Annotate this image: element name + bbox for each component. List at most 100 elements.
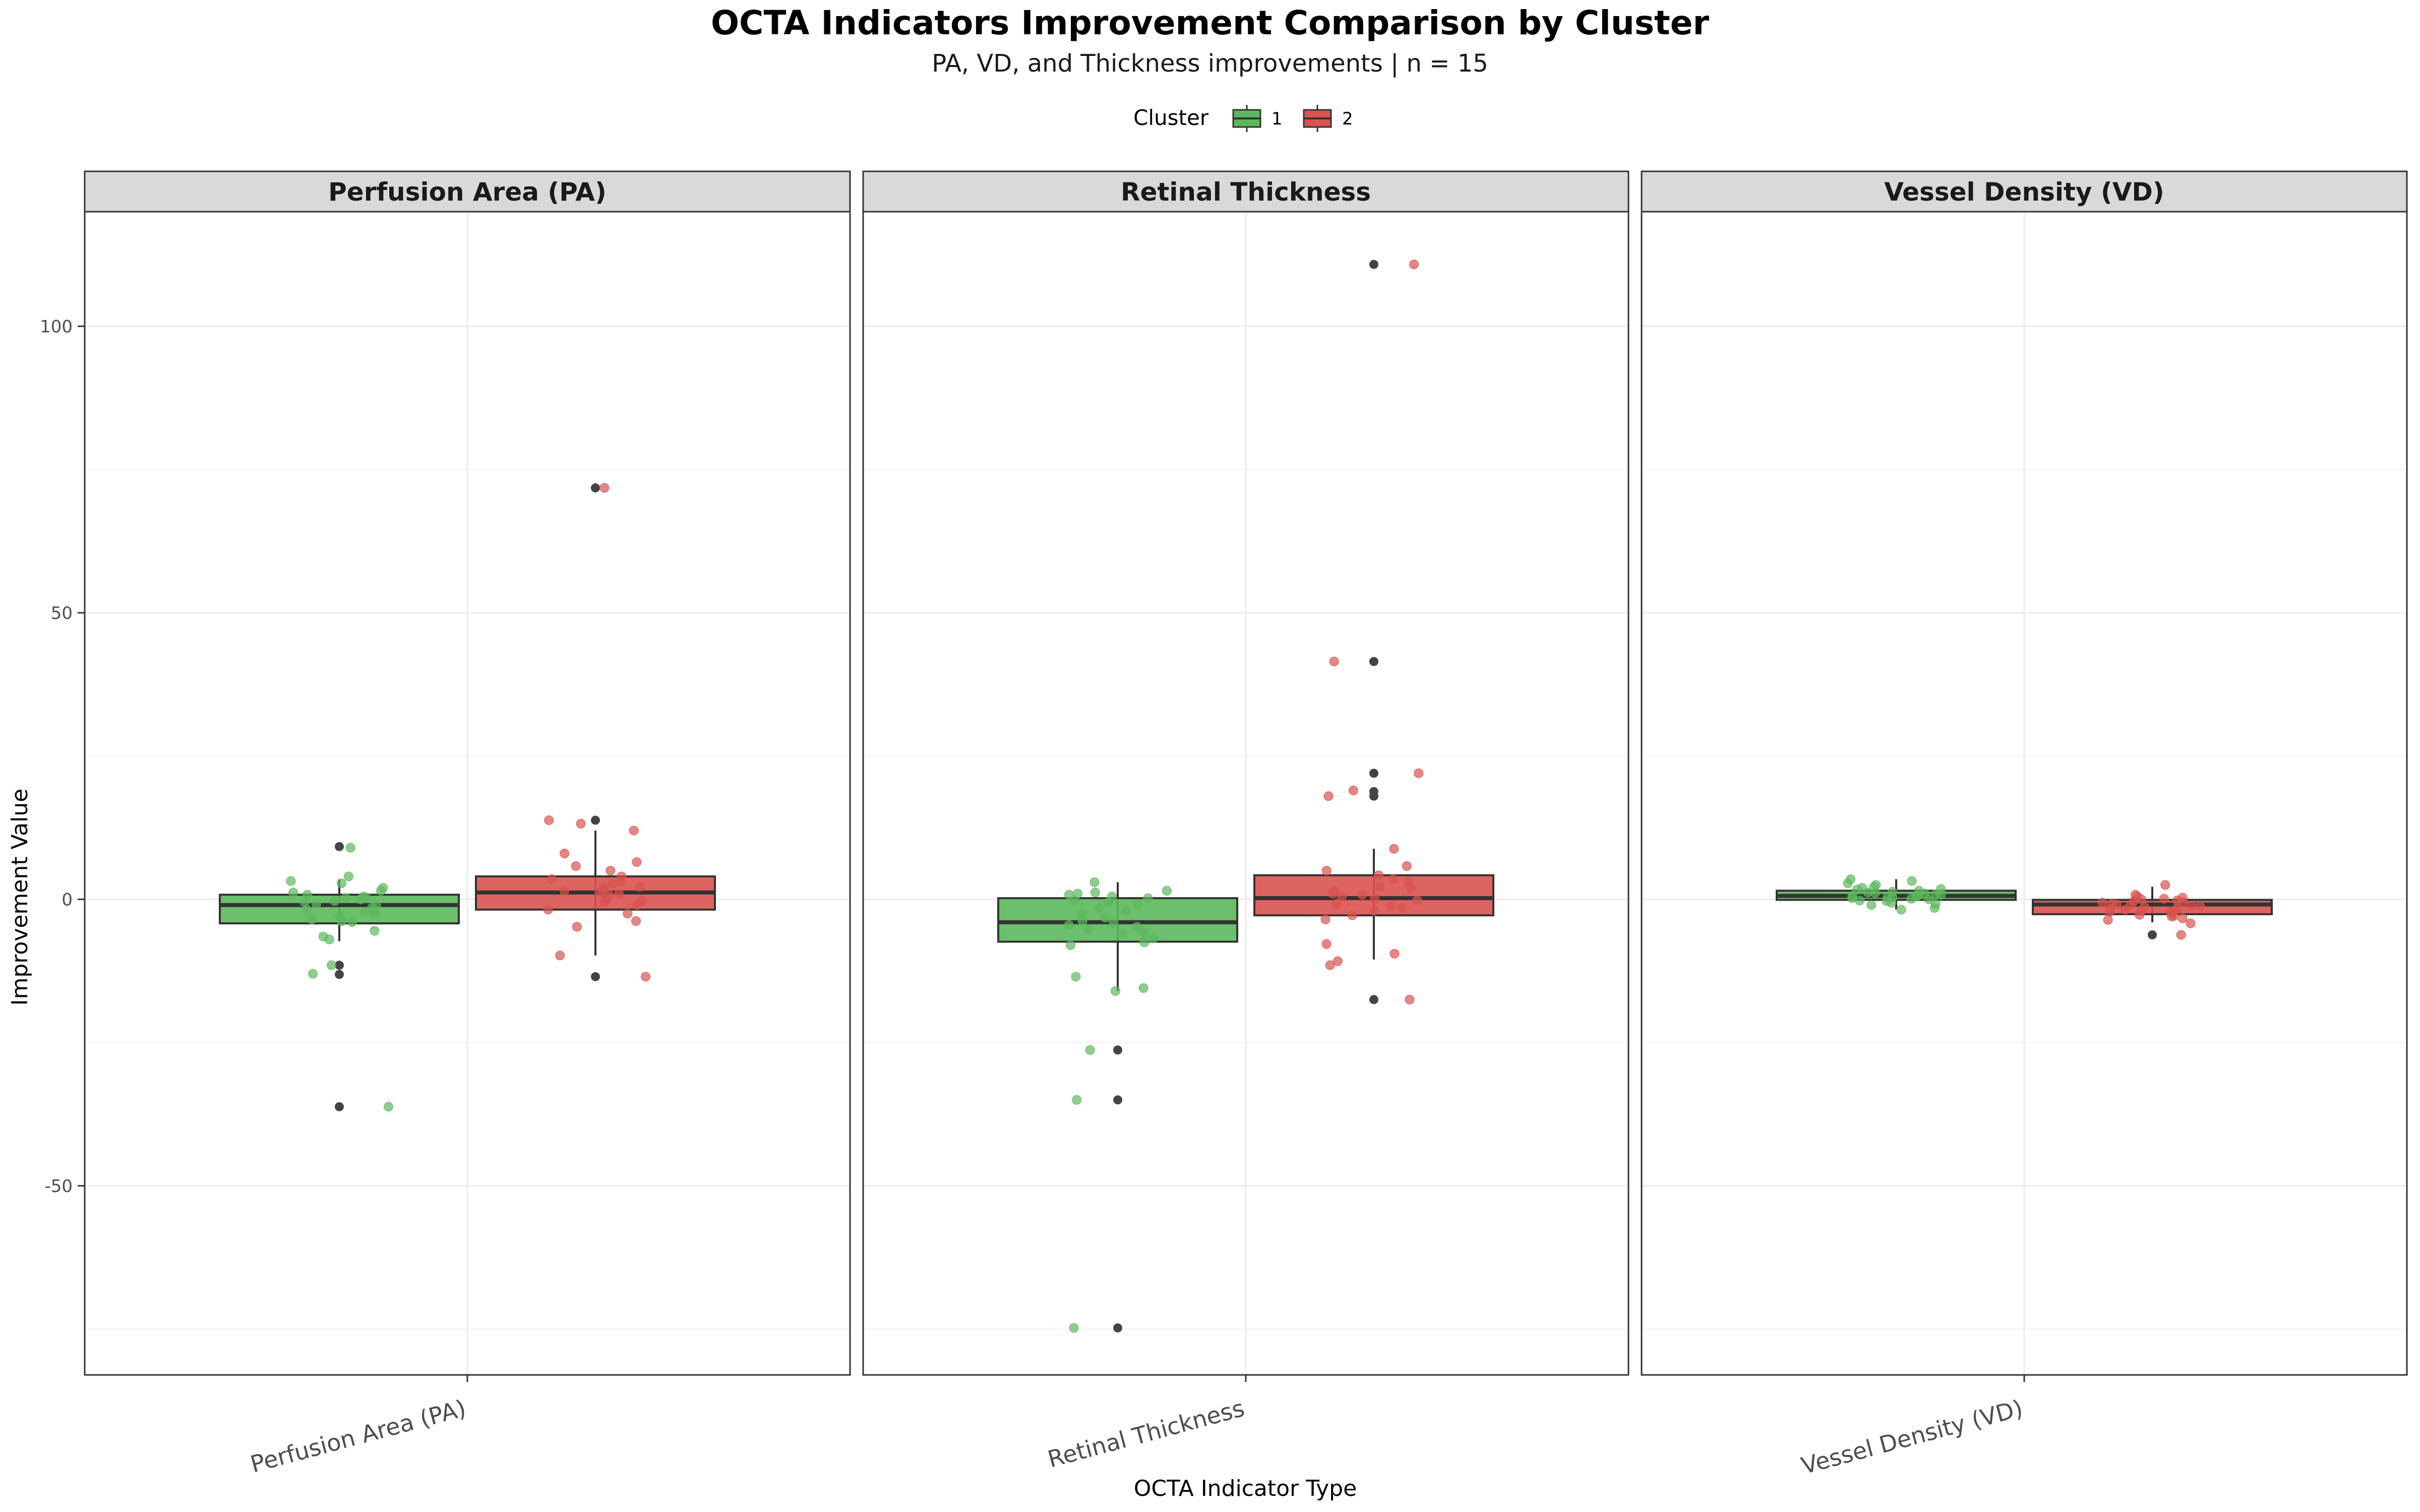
jitter-point xyxy=(1369,906,1379,916)
jitter-point xyxy=(606,865,616,875)
box-outlier xyxy=(335,842,344,851)
box-outlier xyxy=(591,972,600,981)
jitter-point xyxy=(288,888,298,898)
jitter-point xyxy=(1323,791,1334,801)
jitter-point xyxy=(1388,874,1398,885)
jitter-point xyxy=(599,483,610,493)
box-outlier xyxy=(1369,657,1378,666)
jitter-point xyxy=(1148,933,1158,943)
jitter-point xyxy=(1931,889,1941,899)
jitter-point xyxy=(1143,893,1153,903)
jitter-point xyxy=(1071,972,1081,982)
box-outlier xyxy=(591,815,600,825)
jitter-point xyxy=(543,905,553,915)
jitter-point xyxy=(1320,914,1330,924)
jitter-point xyxy=(308,969,318,979)
jitter-point xyxy=(599,897,610,907)
facet-strip xyxy=(862,170,1629,213)
jitter-point xyxy=(2097,898,2107,908)
y-tick-label: 0 xyxy=(62,890,73,910)
jitter-point xyxy=(2107,899,2117,909)
jitter-point xyxy=(1348,785,1358,795)
jitter-point xyxy=(1069,896,1079,906)
jitter-point xyxy=(1389,949,1400,959)
boxplot-cluster-2 xyxy=(1253,260,1494,1004)
jitter-point xyxy=(1896,905,1906,915)
jitter-point xyxy=(1888,893,1898,903)
jitter-point xyxy=(2126,900,2136,910)
x-tick-label: Retinal Thickness xyxy=(1045,1394,1247,1473)
jitter-point xyxy=(286,876,296,886)
jitter-point xyxy=(1930,899,1941,909)
boxplot-cluster-1 xyxy=(1776,874,2017,915)
jitter-point xyxy=(2132,892,2142,902)
jitter-point xyxy=(347,917,357,927)
chart-subtitle: PA, VD, and Thickness improvements | n =… xyxy=(932,49,1488,78)
jitter-point xyxy=(1913,890,1923,900)
jitter-point xyxy=(302,905,312,915)
jitter-point xyxy=(1373,870,1383,880)
jitter-point xyxy=(1370,893,1380,903)
box-outlier xyxy=(1369,995,1378,1004)
jitter-point xyxy=(1083,924,1094,934)
jitter-point xyxy=(2186,901,2196,911)
jitter-point xyxy=(1414,768,1424,778)
jitter-point xyxy=(576,818,586,829)
jitter-point xyxy=(555,951,565,961)
legend-item-1: 1 xyxy=(1232,105,1283,132)
jitter-point xyxy=(318,931,328,941)
jitter-point xyxy=(326,960,336,970)
jitter-point xyxy=(2159,894,2169,904)
jitter-point xyxy=(572,922,582,932)
box-outlier xyxy=(1113,1323,1122,1333)
jitter-point xyxy=(1843,878,1853,889)
box-outlier xyxy=(1369,260,1378,269)
jitter-point xyxy=(1870,888,1880,898)
jitter-point xyxy=(1132,922,1142,932)
jitter-point xyxy=(1094,903,1104,913)
jitter-point xyxy=(1409,260,1419,270)
jitter-point xyxy=(2140,902,2150,912)
jitter-point xyxy=(330,896,340,906)
box-outlier xyxy=(1369,769,1378,778)
jitter-point xyxy=(1398,903,1408,913)
box-outlier xyxy=(1113,1095,1122,1105)
legend-label-1: 1 xyxy=(1272,109,1283,129)
jitter-point xyxy=(1118,929,1128,939)
jitter-point xyxy=(1866,900,1877,910)
facet-strip xyxy=(1641,170,2408,213)
jitter-point xyxy=(383,1102,393,1112)
jitter-point xyxy=(2186,918,2196,928)
y-tick-label: -50 xyxy=(44,1176,73,1196)
chart-title: OCTA Indicators Improvement Comparison b… xyxy=(711,4,1710,42)
box-outlier xyxy=(1369,791,1378,801)
facet-strip-label: Perfusion Area (PA) xyxy=(328,177,607,207)
legend: Cluster 1 2 xyxy=(1133,105,1353,132)
y-tick-label: 50 xyxy=(51,603,73,623)
jitter-point xyxy=(560,848,570,858)
jitter-point xyxy=(1412,896,1422,906)
jitter-point xyxy=(1162,886,1172,896)
facet-strip-label: Retinal Thickness xyxy=(1121,177,1371,207)
box-iqr xyxy=(219,894,460,925)
boxplot-cluster-2 xyxy=(2032,880,2273,940)
jitter-point xyxy=(1138,983,1148,993)
jitter-point xyxy=(307,914,317,924)
jitter-point xyxy=(1139,927,1149,937)
facet-strip-label: Vessel Density (VD) xyxy=(1884,177,2164,207)
jitter-point xyxy=(1066,940,1076,950)
jitter-point xyxy=(1924,894,1934,904)
legend-item-2: 2 xyxy=(1303,105,1353,132)
jitter-point xyxy=(1090,888,1100,898)
jitter-point xyxy=(1090,877,1100,887)
jitter-point xyxy=(1325,960,1335,970)
jitter-point xyxy=(370,909,380,919)
jitter-point xyxy=(2172,896,2183,906)
jitter-point xyxy=(1321,939,1332,949)
jitter-point xyxy=(1133,900,1143,910)
jitter-point xyxy=(1103,897,1113,907)
jitter-point xyxy=(2177,913,2188,923)
jitter-point xyxy=(1855,896,1865,906)
jitter-point xyxy=(1386,901,1396,911)
jitter-point xyxy=(371,900,381,910)
